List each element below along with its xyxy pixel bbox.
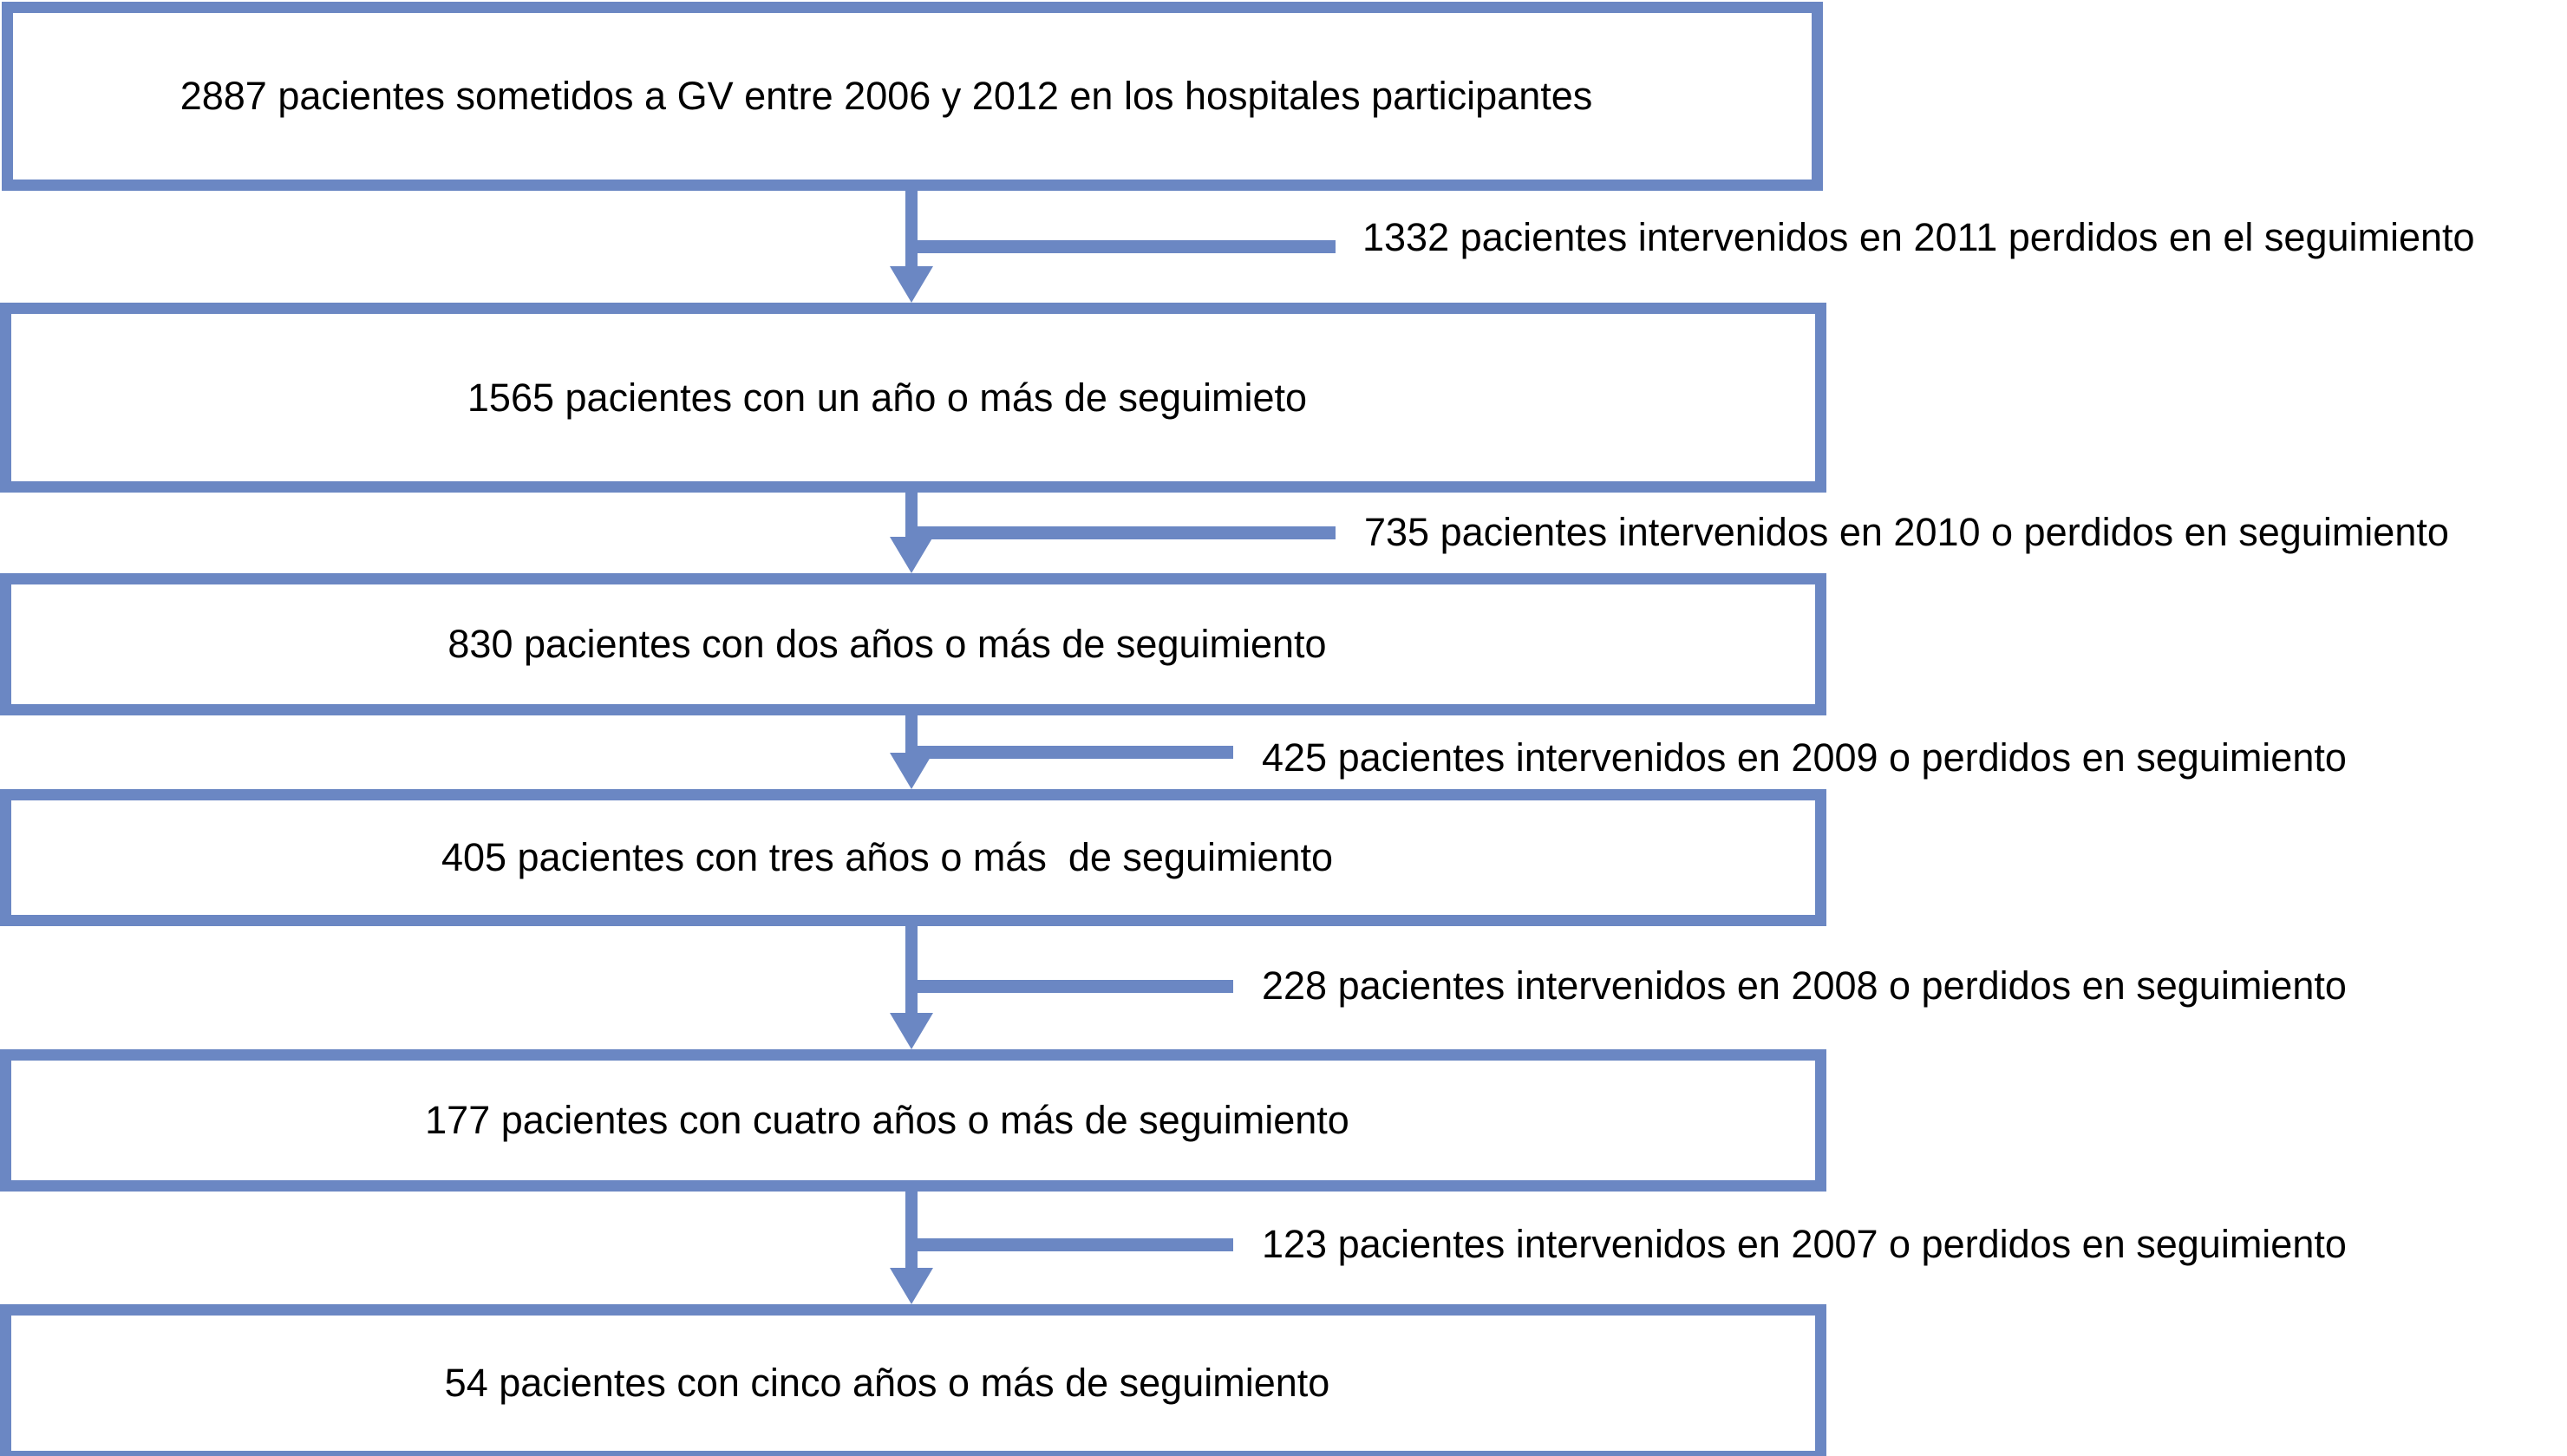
connector-line <box>905 487 918 541</box>
exclusion-label: 1332 pacientes intervenidos en 2011 perd… <box>1362 215 2475 259</box>
branch-line <box>916 980 1233 993</box>
flow-box-label: 830 pacientes con dos años o más de segu… <box>447 622 1327 666</box>
connector-line <box>905 921 918 1016</box>
flow-box-label: 405 pacientes con tres años o más de seg… <box>441 835 1334 879</box>
flow-box-label: 177 pacientes con cuatro años o más de s… <box>425 1098 1349 1142</box>
connector-line <box>905 1186 918 1271</box>
flow-box-label: 2887 pacientes sometidos a GV entre 2006… <box>180 74 1593 118</box>
flow-box-label: 1565 pacientes con un año o más de segui… <box>467 375 1308 420</box>
exclusion-label: 123 pacientes intervenidos en 2007 o per… <box>1262 1222 2347 1266</box>
branch-line <box>916 240 1336 253</box>
flow-box-two-years: 830 pacientes con dos años o más de segu… <box>0 573 1826 715</box>
flow-box-one-year: 1565 pacientes con un año o más de segui… <box>0 303 1826 493</box>
flow-box-three-years: 405 pacientes con tres años o más de seg… <box>0 789 1826 926</box>
exclusion-label: 735 pacientes intervenidos en 2010 o per… <box>1364 510 2449 554</box>
branch-line <box>916 746 1233 759</box>
connector-line <box>905 186 918 272</box>
flow-box-five-years: 54 pacientes con cinco años o más de seg… <box>0 1304 1826 1456</box>
branch-line <box>916 1238 1233 1251</box>
down-arrow-icon <box>890 753 933 789</box>
exclusion-label: 228 pacientes intervenidos en 2008 o per… <box>1262 963 2347 1008</box>
connector-line <box>905 710 918 759</box>
down-arrow-icon <box>890 1268 933 1304</box>
flow-box-total-patients: 2887 pacientes sometidos a GV entre 2006… <box>2 2 1823 191</box>
down-arrow-icon <box>890 266 933 303</box>
branch-line <box>916 526 1336 539</box>
flow-box-four-years: 177 pacientes con cuatro años o más de s… <box>0 1049 1826 1192</box>
flow-box-label: 54 pacientes con cinco años o más de seg… <box>444 1361 1330 1405</box>
exclusion-label: 425 pacientes intervenidos en 2009 o per… <box>1262 735 2347 780</box>
down-arrow-icon <box>890 537 933 573</box>
down-arrow-icon <box>890 1013 933 1049</box>
